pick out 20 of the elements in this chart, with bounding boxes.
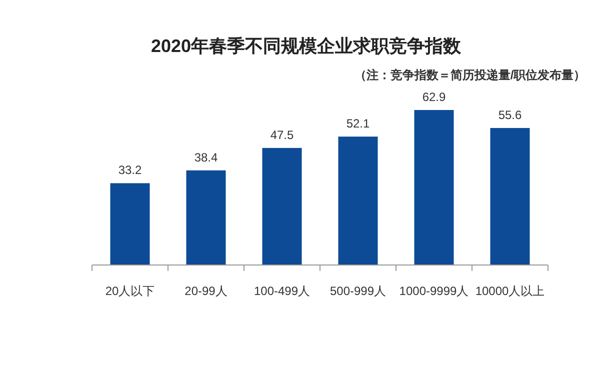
x-tick-label: 20-99人	[184, 284, 228, 298]
bar	[110, 183, 150, 265]
x-tick-label: 20人以下	[105, 284, 155, 298]
chart-title: 2020年春季不同规模企业求职竞争指数	[150, 36, 462, 56]
bar	[414, 110, 454, 265]
x-tick-label: 10000人以上	[475, 284, 545, 298]
data-label: 33.2	[118, 163, 142, 178]
data-label: 52.1	[346, 116, 370, 131]
data-label: 62.9	[422, 90, 446, 104]
data-label: 55.6	[498, 108, 522, 122]
bar	[490, 128, 530, 265]
x-tick-label: 1000-9999人	[399, 284, 469, 298]
bar	[338, 136, 378, 265]
data-label: 47.5	[270, 128, 294, 142]
bar	[186, 170, 226, 265]
data-label: 38.4	[194, 150, 218, 164]
bar	[262, 148, 302, 265]
chart-subtitle: （注：竞争指数＝简历投递量/职位发布量）	[354, 68, 586, 82]
x-tick-label: 500-999人	[330, 284, 386, 298]
x-tick-label: 100-499人	[254, 284, 310, 298]
